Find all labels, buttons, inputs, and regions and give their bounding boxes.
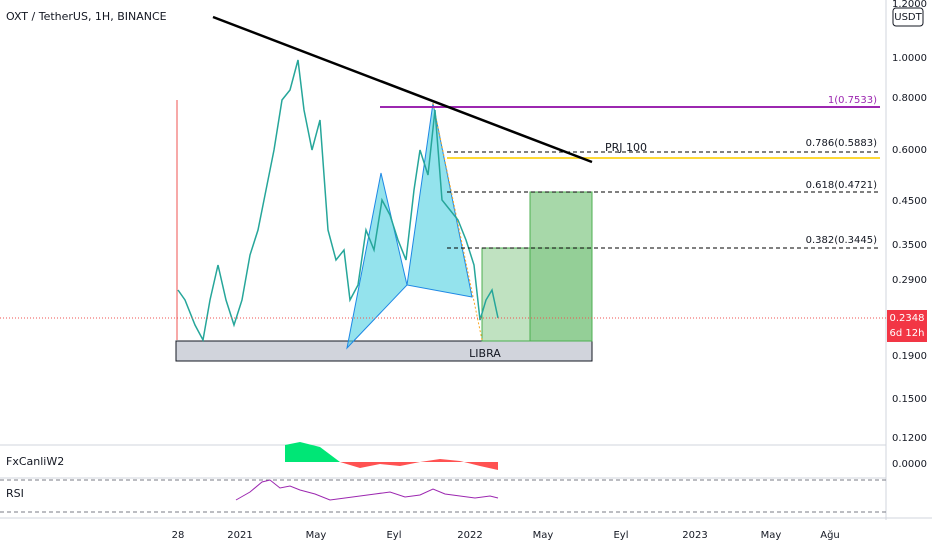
price-label: 0.8000: [892, 93, 927, 104]
time-label: 2021: [227, 530, 252, 541]
price-label: 0.1200: [892, 433, 927, 444]
oscillator-area: [285, 442, 340, 462]
fib-label: 0.618(0.4721): [806, 180, 878, 191]
currency: USDT: [894, 12, 922, 23]
indicator-name: FxCanliW2: [6, 455, 64, 468]
indicator-value: 0.0000: [892, 459, 927, 470]
projection-label: PRJ 100: [605, 141, 647, 154]
last-price: 0.2348: [890, 313, 925, 324]
price-label: 0.1900: [892, 351, 927, 362]
time-label: Eyl: [386, 530, 401, 541]
projection-leg: [432, 102, 483, 341]
currency-box: [892, 7, 924, 27]
countdown: 6d 12h: [890, 328, 925, 339]
price-label: 1.2000: [892, 0, 927, 10]
price-label: 0.3500: [892, 240, 927, 251]
time-label: Eyl: [613, 530, 628, 541]
libra-zone: [175, 340, 593, 362]
fib-label: 0.786(0.5883): [806, 138, 878, 149]
last-price-box: [887, 310, 927, 342]
time-label: 2022: [457, 530, 482, 541]
time-label: Ağu: [820, 529, 840, 541]
time-label: 28: [172, 530, 185, 541]
oscillator-area: [340, 459, 498, 470]
price-label: 0.6000: [892, 145, 927, 156]
symbol-title: OXT / TetherUS, 1H, BINANCE: [6, 10, 167, 23]
fib-label: 0.382(0.3445): [806, 235, 878, 246]
zone-label: LIBRA: [469, 347, 501, 360]
target-box: [529, 191, 593, 342]
indicator-name: RSI: [6, 487, 24, 500]
price-path: [177, 59, 499, 343]
rsi-line: [235, 479, 499, 501]
time-label: May: [306, 530, 327, 541]
price-label: 0.2900: [892, 275, 927, 286]
price-label: 1.0000: [892, 53, 927, 64]
time-label: May: [761, 530, 782, 541]
time-label: 2023: [682, 530, 707, 541]
price-label: 0.1500: [892, 394, 927, 405]
trendline: [212, 15, 593, 164]
fib-label: 1(0.7533): [828, 95, 877, 106]
time-label: May: [533, 530, 554, 541]
price-label: 0.4500: [892, 196, 927, 207]
